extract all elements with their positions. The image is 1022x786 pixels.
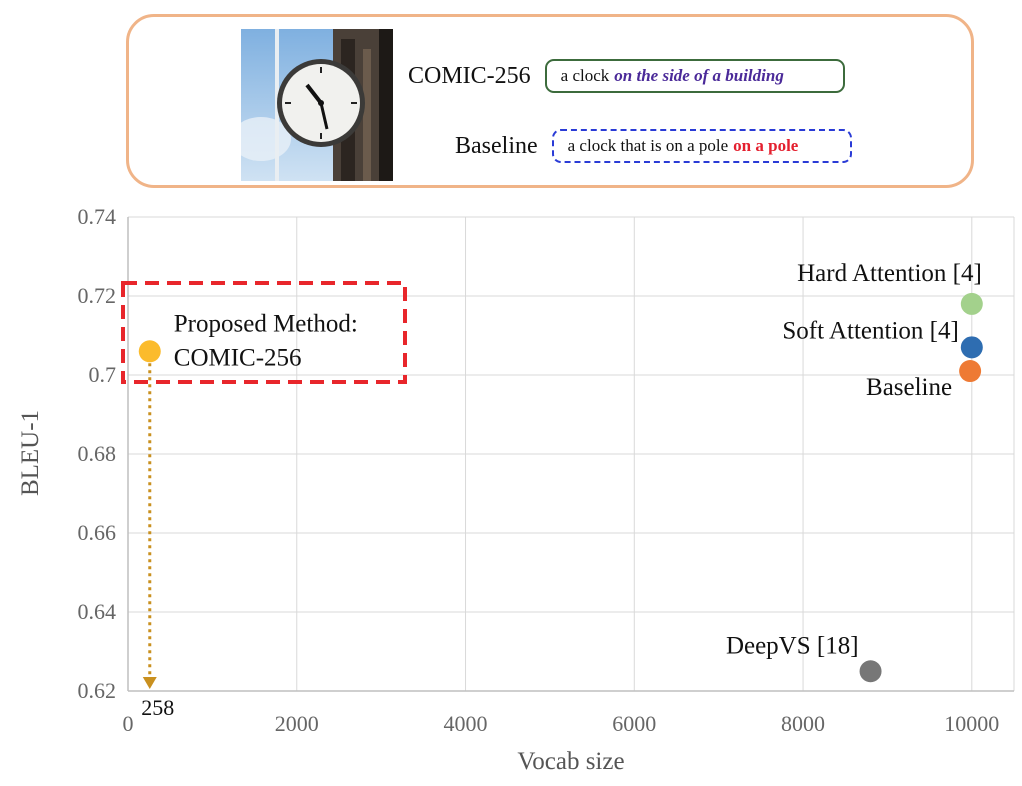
comic-caption-row: COMIC-256 a clock on the side of a build… — [408, 59, 845, 93]
data-point — [959, 360, 982, 383]
y-tick-label: 0.64 — [78, 599, 117, 624]
comic-caption-highlight: on the side of a building — [614, 66, 784, 85]
annotation: 258 — [121, 281, 407, 720]
x-tick-label: 6000 — [612, 711, 656, 736]
y-tick-label: 0.74 — [78, 204, 117, 229]
point-label: Soft Attention [4] — [782, 317, 958, 344]
data-points: Proposed Method: COMIC-256 Hard Attention … — [138, 260, 983, 683]
comic-label: COMIC-256 — [408, 62, 531, 89]
y-tick-label: 0.68 — [78, 441, 117, 466]
y-axis-title: BLEU-1 — [17, 410, 44, 496]
y-tick-label: 0.66 — [78, 520, 117, 545]
point-label: COMIC-256 — [174, 344, 302, 371]
point-label: DeepVS [18] — [726, 632, 859, 659]
x-axis-title: Vocab size — [517, 748, 624, 775]
data-point — [960, 292, 983, 315]
x-tick-label: 8000 — [781, 711, 825, 736]
vocab-arrow-head — [142, 677, 157, 689]
example-panel: COMIC-256 a clock on the side of a build… — [126, 14, 974, 188]
baseline-label: Baseline — [455, 132, 538, 159]
data-point — [138, 340, 161, 363]
x-tick-label: 2000 — [275, 711, 319, 736]
x-tick-label: 10000 — [944, 711, 999, 736]
comic-caption-plain: a clock — [560, 66, 610, 85]
baseline-caption-row: Baseline a clock that is on a pole on a … — [455, 129, 852, 163]
baseline-caption-plain: a clock that is on a pole — [567, 136, 729, 155]
y-tick-label: 0.72 — [78, 283, 117, 308]
baseline-caption-box: a clock that is on a pole on a pole — [551, 129, 852, 163]
highlight-box — [121, 281, 407, 384]
comic-caption-box: a clock on the side of a building — [544, 59, 845, 93]
y-tick-label: 0.62 — [78, 678, 117, 703]
vocab-annotation-label: 258 — [141, 695, 174, 720]
x-tick-label: 0 — [123, 711, 134, 736]
y-tick-label: 0.7 — [89, 362, 117, 387]
data-point — [859, 660, 882, 683]
grid-lines — [127, 216, 1015, 692]
tick-labels: 0.62 0.64 0.66 0.68 0.7 0.72 0.74 0 2000 4000 6000… — [78, 204, 1000, 736]
x-tick-label: 4000 — [444, 711, 488, 736]
point-label: Proposed Method: — [174, 310, 358, 337]
point-label: Hard Attention [4] — [797, 260, 982, 287]
point-label: Baseline — [866, 374, 952, 401]
baseline-caption-highlight: on a pole — [733, 136, 799, 155]
axes — [127, 217, 1014, 692]
data-point — [960, 336, 983, 359]
clock-photo — [241, 29, 393, 181]
